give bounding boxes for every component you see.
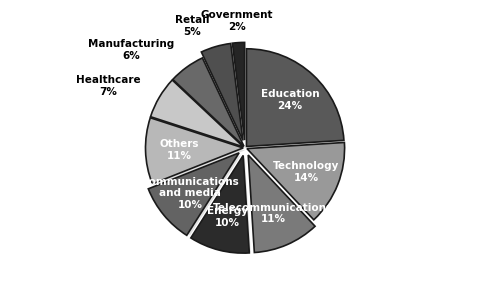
- Wedge shape: [248, 54, 343, 149]
- Wedge shape: [247, 142, 344, 220]
- Wedge shape: [150, 80, 244, 147]
- Text: Manufacturing
6%: Manufacturing 6%: [88, 39, 174, 61]
- Text: Education
24%: Education 24%: [260, 90, 319, 111]
- Text: Retail
5%: Retail 5%: [175, 15, 210, 37]
- Wedge shape: [148, 153, 239, 235]
- Wedge shape: [246, 49, 344, 146]
- Text: Government
2%: Government 2%: [201, 10, 274, 32]
- Wedge shape: [234, 48, 246, 142]
- Wedge shape: [150, 121, 245, 185]
- Wedge shape: [204, 49, 244, 143]
- Wedge shape: [153, 155, 241, 235]
- Text: Healthcare
7%: Healthcare 7%: [76, 76, 141, 97]
- Wedge shape: [155, 84, 245, 149]
- Text: Others
11%: Others 11%: [160, 139, 200, 161]
- Wedge shape: [202, 43, 243, 140]
- Text: Technology
14%: Technology 14%: [273, 161, 339, 183]
- Wedge shape: [146, 118, 243, 184]
- Wedge shape: [173, 58, 244, 146]
- Text: Telecommunications
11%: Telecommunications 11%: [214, 202, 334, 224]
- Wedge shape: [250, 158, 315, 252]
- Wedge shape: [176, 63, 246, 149]
- Text: Communications
and media
10%: Communications and media 10%: [142, 177, 239, 210]
- Wedge shape: [194, 158, 251, 253]
- Wedge shape: [248, 155, 315, 253]
- Text: Energy
10%: Energy 10%: [207, 206, 248, 228]
- Wedge shape: [232, 42, 244, 140]
- Wedge shape: [191, 156, 250, 253]
- Wedge shape: [248, 145, 344, 220]
